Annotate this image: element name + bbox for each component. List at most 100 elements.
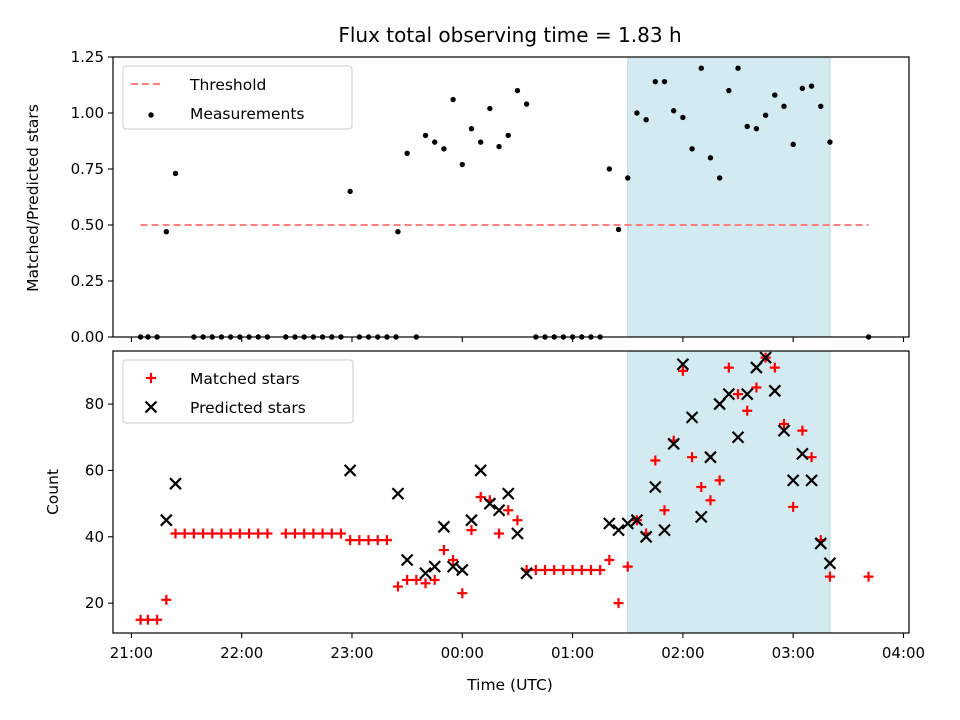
data-point bbox=[659, 505, 670, 516]
data-point bbox=[234, 528, 245, 539]
legend-label: Measurements bbox=[190, 105, 305, 123]
y-tick-label: 0.00 bbox=[71, 328, 104, 346]
data-point bbox=[512, 515, 523, 526]
data-point bbox=[696, 482, 707, 493]
data-point bbox=[705, 495, 716, 506]
legend-label: Threshold bbox=[189, 76, 266, 94]
data-point bbox=[456, 563, 469, 577]
data-point bbox=[740, 387, 754, 401]
data-point bbox=[492, 503, 506, 517]
data-point bbox=[216, 528, 227, 539]
data-point bbox=[501, 487, 515, 500]
data-point bbox=[742, 405, 753, 416]
x-tick-label: 22:00 bbox=[220, 644, 263, 662]
data-point bbox=[625, 175, 631, 181]
data-point bbox=[694, 510, 708, 524]
data-point bbox=[698, 65, 704, 71]
data-point bbox=[808, 83, 815, 89]
y-tick-label: 20 bbox=[85, 594, 104, 612]
plot-frame bbox=[112, 56, 910, 338]
data-point bbox=[777, 424, 791, 437]
data-point bbox=[420, 578, 431, 589]
data-point bbox=[468, 125, 475, 132]
data-point bbox=[634, 110, 640, 116]
data-point bbox=[733, 389, 744, 400]
top-y-axis-label: Matched/Predicted stars bbox=[24, 104, 42, 292]
y-tick-label: 1.25 bbox=[71, 48, 104, 66]
data-point bbox=[805, 474, 818, 487]
data-point bbox=[814, 537, 828, 550]
y-tick-label: 80 bbox=[85, 395, 104, 413]
data-point bbox=[762, 112, 769, 118]
bottom-panel: 20 40 60 80 21:00 22:00 23:00 00:00 01:00 02:00 03… bbox=[85, 350, 925, 662]
data-point bbox=[621, 517, 635, 530]
data-point bbox=[823, 557, 837, 570]
legend-box bbox=[122, 65, 353, 130]
y-tick-label: 0.75 bbox=[71, 160, 104, 178]
data-point bbox=[523, 101, 530, 107]
data-point bbox=[540, 564, 551, 575]
data-point bbox=[400, 553, 414, 567]
data-point bbox=[411, 574, 422, 585]
data-point bbox=[863, 571, 874, 582]
data-point bbox=[622, 561, 633, 572]
data-point bbox=[381, 535, 392, 546]
data-point bbox=[612, 523, 625, 537]
data-point bbox=[716, 175, 723, 181]
data-point bbox=[496, 143, 502, 150]
data-point bbox=[429, 574, 440, 585]
data-point bbox=[172, 170, 179, 177]
data-point bbox=[437, 520, 451, 534]
x-tick-label: 04:00 bbox=[882, 644, 925, 662]
data-point bbox=[615, 226, 622, 233]
data-point bbox=[549, 564, 560, 575]
data-point bbox=[299, 528, 310, 539]
data-point bbox=[707, 155, 714, 161]
data-point bbox=[475, 491, 486, 502]
data-point bbox=[466, 525, 477, 536]
data-point bbox=[824, 571, 835, 582]
data-point bbox=[465, 513, 478, 527]
data-point bbox=[799, 85, 806, 92]
plot-frame bbox=[112, 350, 910, 634]
data-point bbox=[818, 103, 824, 109]
data-point bbox=[759, 351, 772, 364]
legend-swatch bbox=[146, 373, 156, 383]
data-point bbox=[726, 87, 732, 94]
data-point bbox=[163, 229, 170, 235]
data-point bbox=[395, 229, 401, 235]
x-tick-label: 21:00 bbox=[110, 644, 153, 662]
data-point bbox=[670, 108, 677, 114]
data-point bbox=[658, 523, 671, 537]
data-point bbox=[505, 132, 511, 139]
x-tick-label: 01:00 bbox=[551, 644, 594, 662]
data-point bbox=[503, 505, 514, 516]
data-point bbox=[639, 530, 653, 544]
highlight-span bbox=[627, 56, 831, 338]
data-point bbox=[723, 362, 734, 373]
data-point bbox=[606, 166, 613, 172]
data-point bbox=[827, 139, 833, 145]
data-point bbox=[567, 564, 578, 575]
data-point bbox=[585, 564, 596, 575]
data-point bbox=[731, 430, 745, 444]
x-tick-label: 00:00 bbox=[441, 644, 484, 662]
data-point bbox=[514, 87, 521, 94]
data-point bbox=[735, 65, 741, 71]
series-predicted-stars bbox=[160, 351, 837, 580]
data-point bbox=[714, 475, 725, 486]
data-point bbox=[685, 411, 699, 424]
y-tick-label: 60 bbox=[85, 461, 104, 479]
legend-label: Predicted stars bbox=[190, 399, 306, 417]
data-point bbox=[188, 528, 199, 539]
data-point bbox=[179, 528, 190, 539]
data-point bbox=[160, 513, 173, 527]
data-point bbox=[170, 528, 181, 539]
data-point bbox=[363, 535, 374, 546]
data-point bbox=[689, 146, 695, 152]
x-tick-label: 03:00 bbox=[772, 644, 815, 662]
data-point bbox=[750, 361, 763, 374]
data-point bbox=[402, 574, 413, 585]
data-point bbox=[354, 535, 365, 546]
data-point bbox=[448, 555, 459, 566]
